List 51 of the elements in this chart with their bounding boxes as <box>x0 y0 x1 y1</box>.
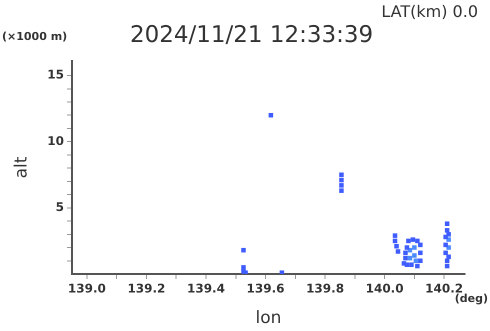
point <box>403 256 408 260</box>
y-axis-title: alt <box>12 156 32 178</box>
point <box>446 254 451 260</box>
point <box>415 264 420 268</box>
point <box>339 183 344 188</box>
x-tick-label: 139.0 <box>68 281 106 296</box>
point <box>410 237 416 242</box>
text: (×1000 m) <box>2 30 68 43</box>
point <box>415 238 420 244</box>
point <box>241 248 246 252</box>
text: LAT(km) 0.0 <box>381 2 478 21</box>
point <box>394 244 399 248</box>
point <box>339 178 344 182</box>
y-tick-label: 5 <box>56 200 64 214</box>
point <box>339 172 344 178</box>
y-tick-label: 15 <box>47 68 64 82</box>
point <box>418 242 423 248</box>
x-tick-label: 140.0 <box>366 281 404 296</box>
point <box>444 228 450 233</box>
point <box>339 188 344 193</box>
x-tick-label: 139.8 <box>306 281 344 296</box>
text: (deg) <box>454 292 488 305</box>
point <box>443 250 448 256</box>
point <box>412 245 417 250</box>
point <box>404 245 410 250</box>
point <box>409 262 414 267</box>
chart-title: 2024/11/21 12:33:39 <box>130 22 374 48</box>
point <box>280 270 284 274</box>
point <box>414 258 418 264</box>
x-tick-label: 139.6 <box>246 281 285 296</box>
point <box>443 242 448 248</box>
x-tick-label: 139.2 <box>127 281 166 296</box>
point <box>408 256 412 260</box>
point <box>392 233 398 238</box>
point <box>404 262 410 267</box>
point <box>444 221 450 226</box>
point <box>268 112 274 118</box>
point <box>403 250 408 256</box>
point <box>412 253 417 258</box>
x-tick-label: 139.4 <box>186 281 225 296</box>
point <box>406 238 411 244</box>
point <box>396 249 400 254</box>
point <box>241 265 246 270</box>
point <box>444 264 450 268</box>
point <box>392 238 398 244</box>
y-tick-label: 10 <box>47 134 64 148</box>
point <box>418 258 423 264</box>
point <box>444 258 450 264</box>
x-axis-title: lon <box>256 308 282 328</box>
point <box>418 250 423 256</box>
point <box>446 232 451 237</box>
